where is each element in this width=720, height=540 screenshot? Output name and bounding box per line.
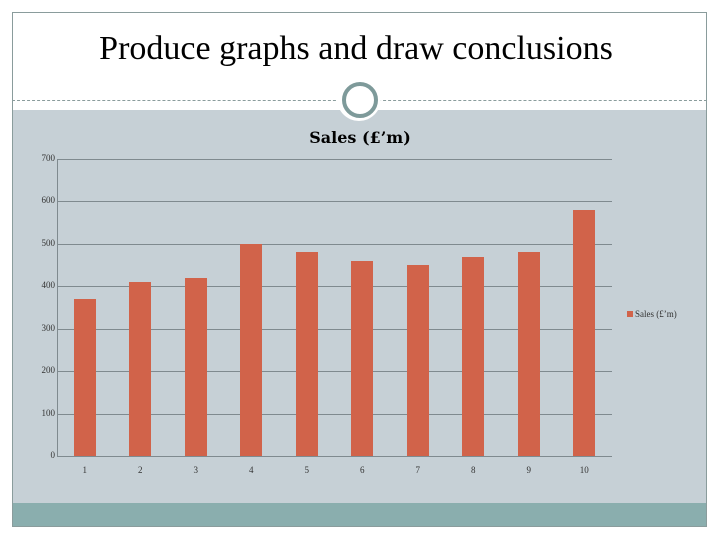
gridline	[57, 413, 612, 415]
y-tick-label: 400	[41, 280, 56, 291]
circle-ornament-icon	[342, 82, 378, 118]
gridline	[57, 286, 612, 288]
bar	[240, 243, 263, 456]
bar	[462, 256, 485, 456]
bar	[406, 265, 429, 456]
bar	[351, 260, 374, 456]
x-tick-label: 7	[415, 465, 421, 475]
legend: Sales (£’m)	[627, 309, 677, 319]
gridline	[57, 159, 612, 160]
y-tick-label: 300	[41, 322, 56, 333]
gridline	[57, 371, 612, 373]
x-tick-label: 2	[138, 465, 143, 475]
slide-title: Produce graphs and draw conclusions	[99, 30, 613, 67]
legend-label: Sales (£’m)	[635, 309, 677, 319]
y-tick-label: 500	[41, 237, 56, 248]
y-tick-label: 700	[41, 153, 56, 163]
x-axis	[57, 456, 612, 457]
x-tick-label: 8	[471, 465, 476, 475]
bar	[295, 252, 318, 456]
y-tick-label: 100	[41, 407, 56, 418]
footer-band	[13, 503, 706, 526]
gridline	[57, 328, 612, 330]
gridline	[57, 201, 612, 203]
x-tick-label: 1	[82, 465, 88, 475]
bar	[184, 277, 207, 456]
x-tick-label: 5	[304, 465, 310, 475]
y-axis	[57, 159, 58, 456]
y-tick-label: 200	[41, 365, 56, 376]
y-tick-label: 600	[41, 195, 56, 206]
x-tick-label: 4	[249, 465, 254, 475]
bar	[129, 282, 152, 456]
bar	[517, 252, 540, 456]
chart-title: Sales (£’m)	[309, 128, 411, 147]
legend-swatch	[627, 311, 633, 317]
x-tick-label: 9	[526, 465, 532, 475]
bar	[73, 299, 96, 456]
x-tick-label: 3	[193, 465, 199, 475]
gridline	[57, 243, 612, 245]
x-tick-label: 6	[360, 465, 365, 475]
x-tick-label: 10	[579, 465, 589, 475]
bar	[573, 209, 596, 456]
y-tick-label: 0	[50, 450, 56, 460]
plot-area: 0 100 200 300 400 500 600 700 1 2 3 4 5 6 7 8 9 10	[42, 153, 612, 475]
